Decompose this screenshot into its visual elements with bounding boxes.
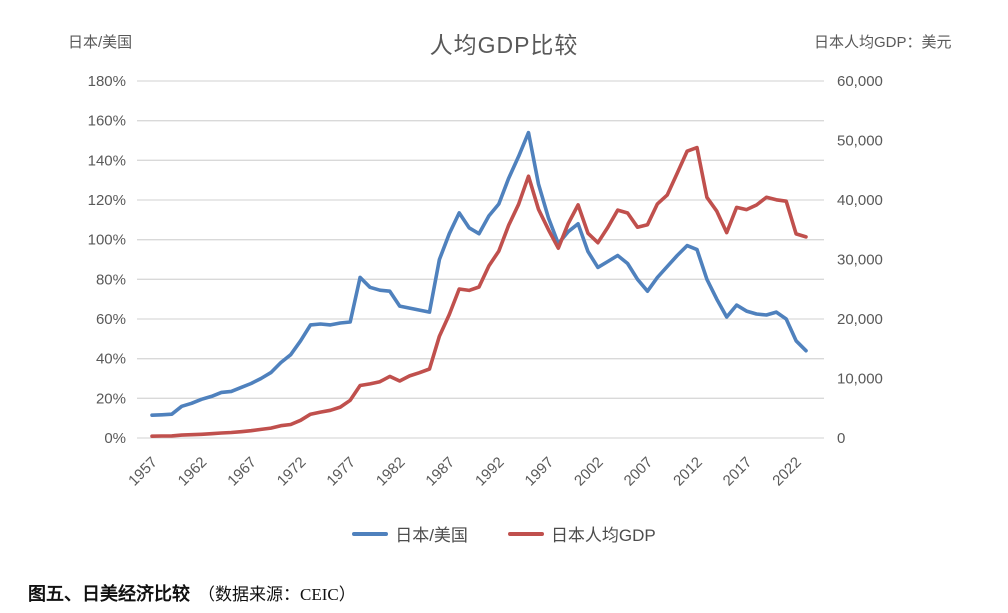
- legend-label: 日本/美国: [395, 526, 468, 545]
- left-axis-tick-label: 160%: [88, 113, 126, 130]
- left-axis-tick-label: 120%: [88, 192, 126, 209]
- x-axis-tick-label: 2002: [571, 454, 607, 490]
- left-axis-tick-label: 40%: [96, 351, 126, 368]
- right-axis-tick-label: 60,000: [837, 73, 883, 90]
- x-axis-tick-label: 1982: [373, 454, 409, 490]
- x-axis-tick-label: 1972: [274, 454, 310, 490]
- x-axis-tick-label: 1992: [472, 454, 508, 490]
- x-axis-tick-label: 1987: [422, 454, 458, 490]
- left-axis-tick-label: 20%: [96, 390, 126, 407]
- x-axis-tick-label: 1967: [224, 454, 260, 490]
- x-axis-tick-label: 2022: [769, 454, 805, 490]
- right-axis-tick-label: 10,000: [837, 371, 883, 388]
- series-line-japan-gdp-per-capita: [150, 145, 808, 439]
- x-axis-tick-label: 1962: [175, 454, 211, 490]
- left-axis-tick-label: 140%: [88, 152, 126, 169]
- right-axis-tick-label: 40,000: [837, 192, 883, 209]
- legend-item-japan-gdp: 日本人均GDP: [507, 521, 656, 546]
- figure-caption-source: （数据来源：CEIC）: [198, 585, 356, 604]
- left-axis-title: 日本/美国: [68, 34, 133, 51]
- right-axis-tick-label: 30,000: [837, 252, 883, 269]
- figure-caption-title: 图五、日美经济比较: [28, 584, 190, 604]
- x-axis-tick-label: 1997: [522, 454, 558, 490]
- x-axis-tick-label: 1977: [323, 454, 359, 490]
- figure-caption: 图五、日美经济比较 （数据来源：CEIC）: [28, 580, 356, 606]
- right-axis-tick-label: 0: [837, 430, 845, 447]
- legend-line-marker-red-icon: [507, 531, 544, 536]
- chart-title: 人均GDP比较: [429, 32, 579, 58]
- left-axis-tick-label: 180%: [88, 73, 126, 90]
- left-axis-tick-label: 60%: [96, 311, 126, 328]
- left-axis-tick-label: 0%: [104, 430, 126, 447]
- left-axis-tick-label: 100%: [88, 232, 126, 249]
- right-axis-title: 日本人均GDP：美元: [814, 34, 952, 51]
- chart-legend: 日本/美国 日本人均GDP: [0, 521, 1008, 546]
- legend-line-marker-blue-icon: [352, 531, 389, 536]
- x-axis-tick-label: 1957: [125, 454, 161, 490]
- x-axis-tick-label: 2012: [670, 454, 706, 490]
- right-axis-tick-label: 20,000: [837, 311, 883, 328]
- left-axis-tick-label: 80%: [96, 271, 126, 288]
- series-line-japan-us-ratio: [150, 130, 808, 418]
- legend-item-japan-us: 日本/美国: [352, 521, 468, 546]
- legend-label: 日本人均GDP: [550, 526, 656, 545]
- x-axis-tick-label: 2007: [621, 454, 657, 490]
- right-axis-tick-label: 50,000: [837, 133, 883, 150]
- x-axis-tick-label: 2017: [720, 454, 756, 490]
